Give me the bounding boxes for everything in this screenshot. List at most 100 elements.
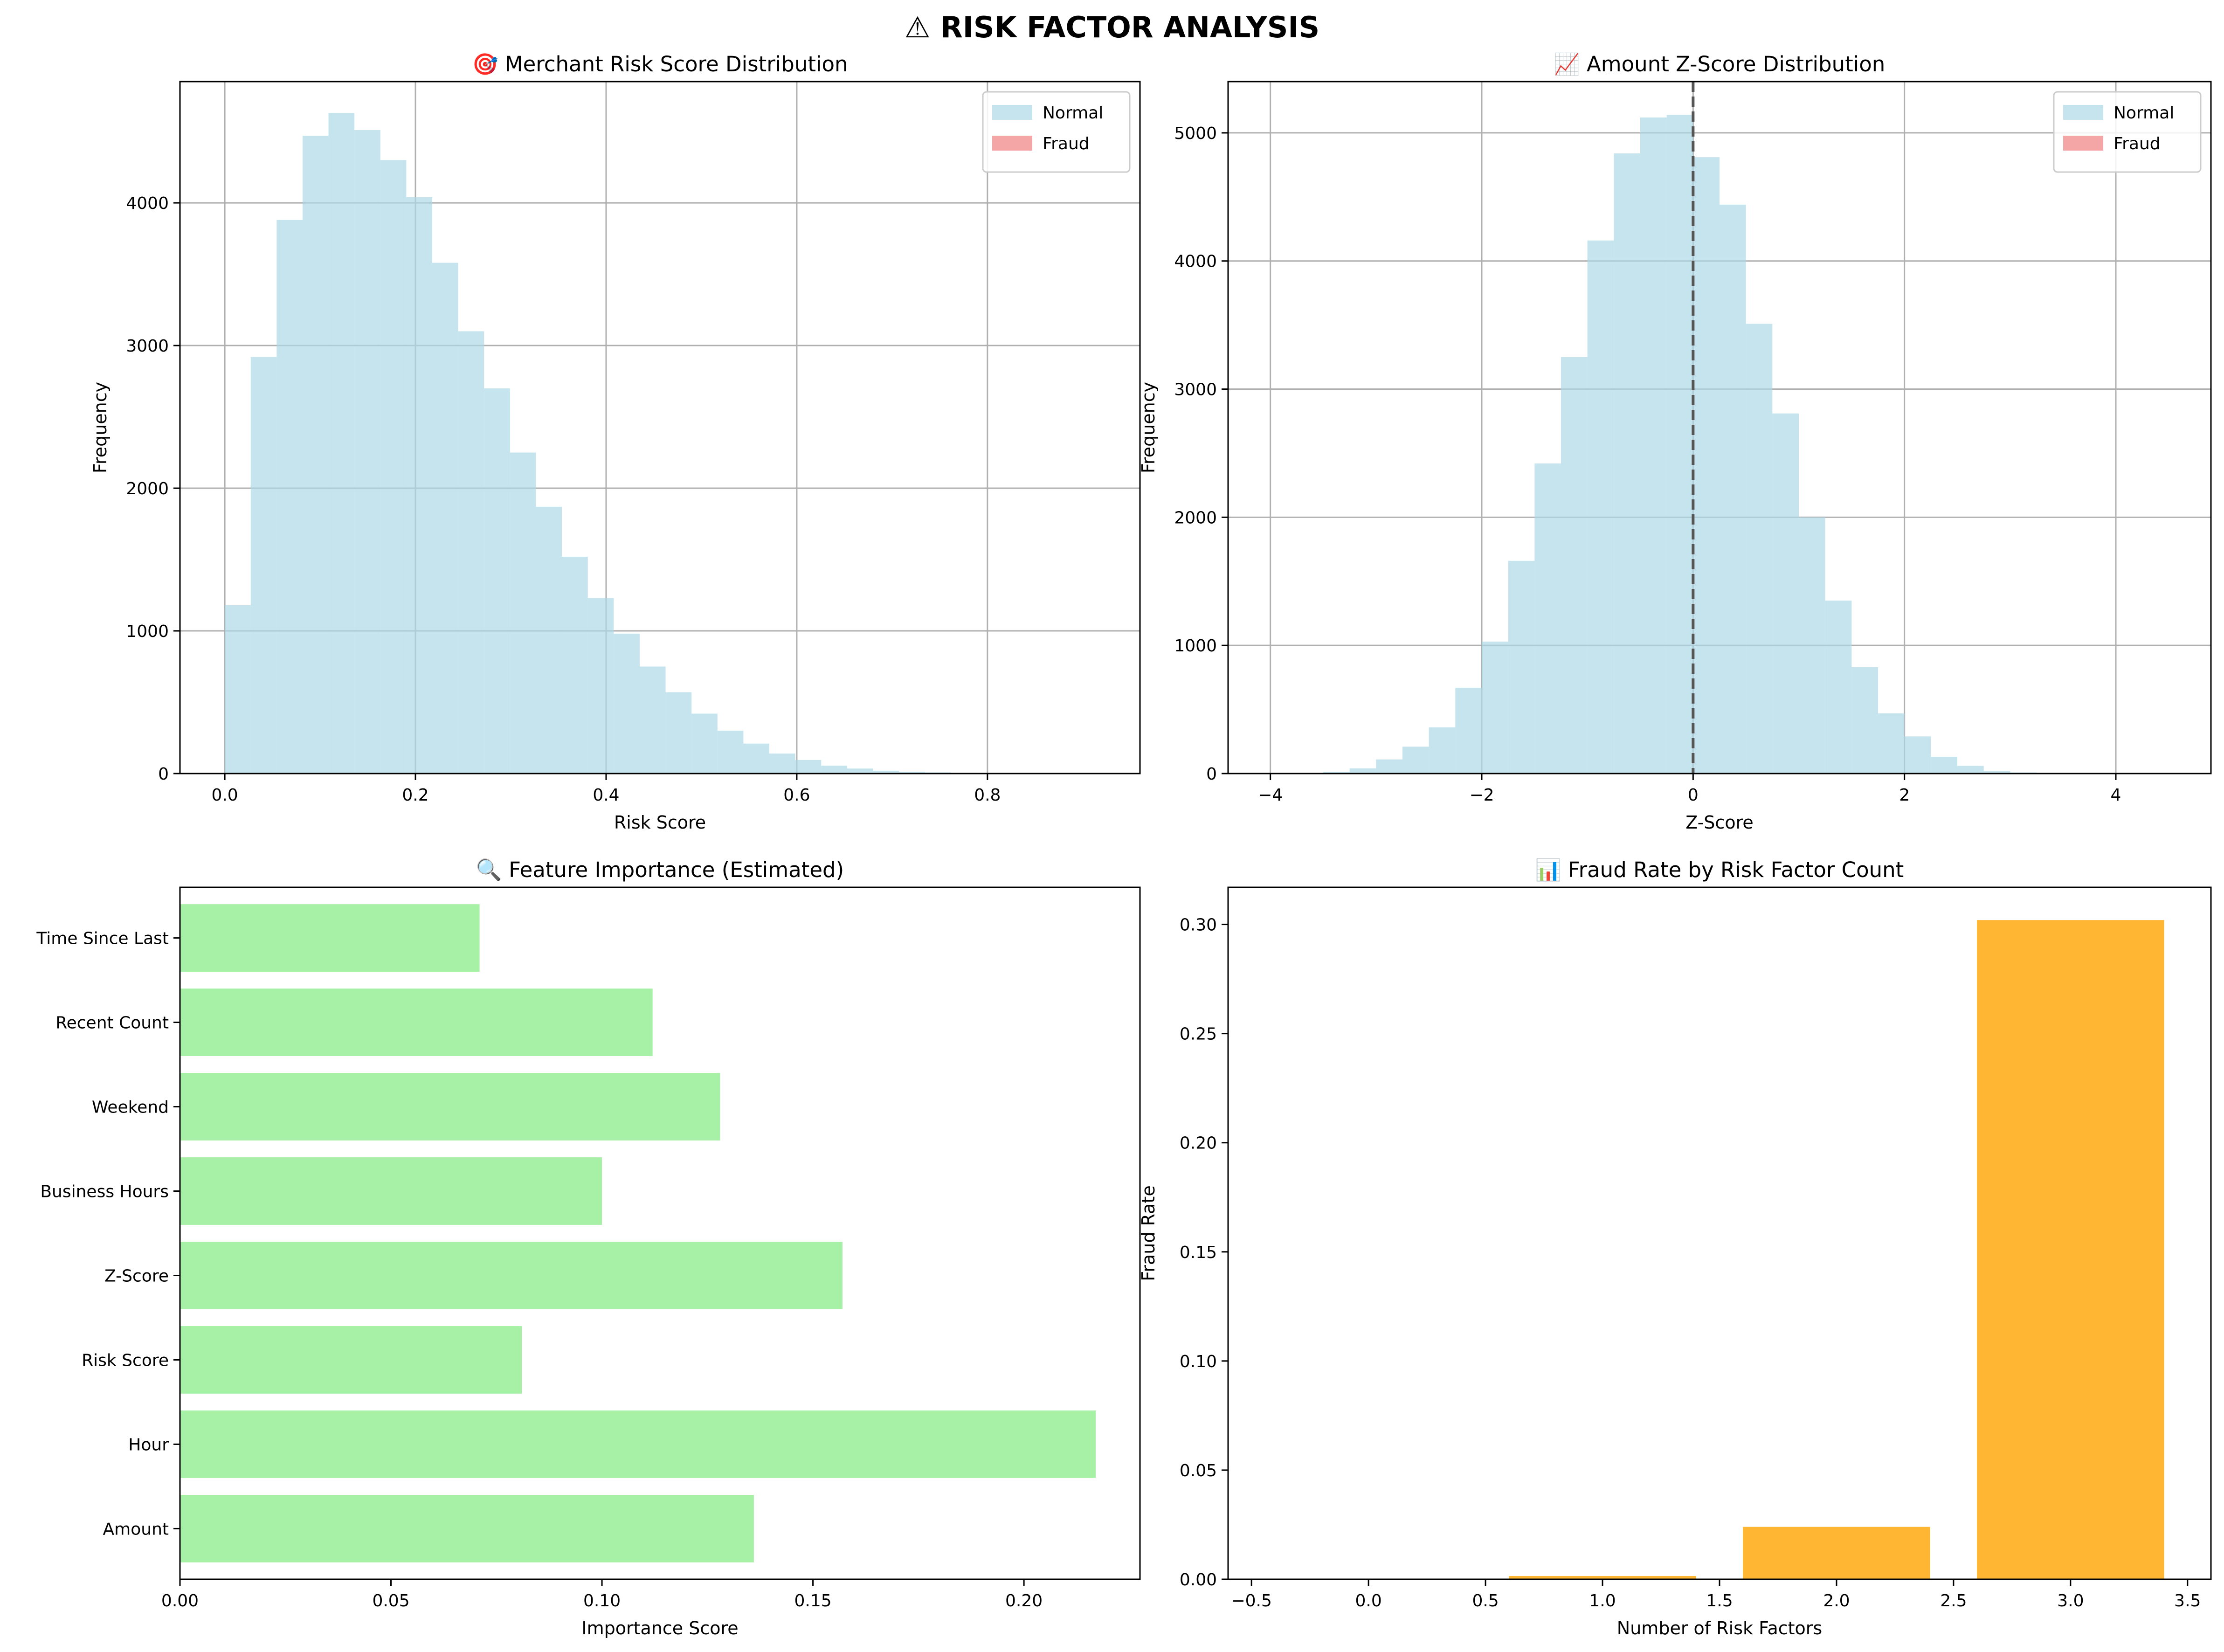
histogram-bar-normal bbox=[510, 452, 536, 774]
histogram-bar-normal bbox=[743, 743, 770, 774]
x-axis: −0.5 0.0 0.5 1.0 1.5 2.0 2.5 3.0 3.5 bbox=[1231, 1579, 2201, 1611]
x-axis-label: Importance Score bbox=[581, 1618, 738, 1638]
x-tick-label: 0.8 bbox=[974, 786, 1001, 805]
histogram-bar-normal bbox=[380, 160, 407, 774]
y-tick-label: 1000 bbox=[126, 622, 169, 641]
importance-bar bbox=[180, 988, 653, 1056]
legend-swatch-normal bbox=[2063, 105, 2103, 120]
figure-title: ⚠ RISK FACTOR ANALYSIS bbox=[904, 10, 1320, 44]
histogram-bar-normal bbox=[717, 731, 744, 774]
legend: Normal Fraud bbox=[982, 91, 1131, 173]
histogram-bar-normal bbox=[1376, 759, 1402, 774]
y-tick-label: 0.20 bbox=[1180, 1134, 1217, 1153]
histogram-bar-normal bbox=[1429, 727, 1456, 774]
histogram-bar-normal bbox=[1323, 772, 1350, 774]
x-tick-label: 0.4 bbox=[593, 786, 619, 805]
x-axis: 0.0 0.2 0.4 0.6 0.8 bbox=[211, 774, 1001, 805]
y-tick-label: 0 bbox=[1206, 765, 1217, 784]
importance-bar bbox=[180, 1157, 602, 1225]
histogram-bar-normal bbox=[847, 768, 873, 774]
histogram-bar-normal bbox=[1851, 667, 1878, 774]
histogram-bar-normal bbox=[1561, 357, 1588, 774]
y-tick-label: Business Hours bbox=[40, 1182, 169, 1202]
y-tick-label: 3000 bbox=[1174, 380, 1217, 400]
chart-merchant-risk: 0.0 0.2 0.4 0.6 0.8 0 1000 2000 3000 4000 🎯 Mercha… bbox=[90, 52, 1141, 833]
chart-feature-importance: 0.00 0.05 0.10 0.15 0.20 Amount Hour Risk Score… bbox=[36, 857, 1141, 1638]
importance-bar bbox=[180, 1073, 720, 1141]
x-tick-label: −4 bbox=[1258, 786, 1283, 805]
y-tick-label: 0.30 bbox=[1180, 916, 1217, 935]
histogram-bar-normal bbox=[562, 556, 588, 774]
x-tick-label: 0.00 bbox=[161, 1591, 199, 1611]
y-tick-label: 0.25 bbox=[1180, 1025, 1217, 1044]
histogram-bar-normal bbox=[1534, 463, 1561, 774]
chart-title: 🔍 Feature Importance (Estimated) bbox=[476, 857, 844, 882]
y-axis: 0 1000 2000 3000 4000 5000 bbox=[1174, 124, 1228, 784]
x-tick-label: 0.05 bbox=[372, 1591, 409, 1611]
histogram-bar-normal bbox=[1666, 115, 1693, 774]
y-tick-label: Weekend bbox=[92, 1098, 169, 1117]
histogram-bar-normal bbox=[1402, 747, 1429, 774]
legend: Normal Fraud bbox=[2053, 91, 2202, 173]
y-tick-label: 0 bbox=[158, 765, 169, 784]
histogram-bar-normal bbox=[276, 220, 303, 774]
y-axis-label: Fraud Rate bbox=[1138, 1185, 1159, 1281]
y-tick-label: 2000 bbox=[1174, 508, 1217, 527]
chart-amount-zscore: −4 −2 0 2 4 0 1000 2000 3000 4000 5000 📈 Amount Z-S… bbox=[1138, 52, 2212, 833]
y-axis: Amount Hour Risk Score Z-Score Business Hour… bbox=[36, 929, 180, 1539]
fraud-rate-bar bbox=[1743, 1527, 1930, 1579]
axes-frame bbox=[179, 81, 1141, 774]
x-axis: −4 −2 0 2 4 bbox=[1258, 774, 2121, 805]
x-tick-label: 0.0 bbox=[1355, 1591, 1382, 1611]
x-tick-label: 1.0 bbox=[1589, 1591, 1616, 1611]
legend-label: Normal bbox=[1043, 104, 1103, 123]
legend-swatch-fraud bbox=[2063, 136, 2103, 151]
histogram-bar-normal bbox=[899, 772, 925, 774]
histogram-bar-normal bbox=[1455, 687, 1482, 774]
x-tick-label: 4 bbox=[2111, 786, 2121, 805]
x-tick-label: 2.5 bbox=[1940, 1591, 1967, 1611]
histogram-bar-normal bbox=[1349, 768, 1376, 774]
y-tick-label: 0.10 bbox=[1180, 1352, 1217, 1371]
fraud-rate-bar bbox=[1509, 1576, 1696, 1579]
histogram-bar-normal bbox=[536, 506, 562, 774]
legend-label: Fraud bbox=[1043, 134, 1090, 153]
y-axis-label: Frequency bbox=[90, 382, 111, 473]
histogram-bar-normal bbox=[1957, 766, 1984, 774]
histogram-bar-normal bbox=[639, 666, 666, 774]
histogram-bar-normal bbox=[1825, 601, 1852, 774]
y-tick-label: 4000 bbox=[1174, 252, 1217, 271]
x-tick-label: 0.10 bbox=[583, 1591, 621, 1611]
histogram-bar-normal bbox=[1799, 517, 1825, 774]
y-tick-label: Time Since Last bbox=[36, 929, 169, 948]
y-tick-label: Z-Score bbox=[104, 1266, 169, 1286]
histogram-bar-normal bbox=[873, 770, 899, 774]
histogram-bar-normal bbox=[1878, 713, 1905, 774]
y-tick-label: 4000 bbox=[126, 194, 169, 213]
histogram-bar-normal bbox=[1508, 560, 1535, 774]
x-tick-label: 0.5 bbox=[1472, 1591, 1499, 1611]
marks bbox=[1270, 82, 2116, 774]
y-axis: 0 1000 2000 3000 4000 bbox=[126, 194, 180, 784]
histogram-bar-normal bbox=[821, 766, 847, 774]
y-tick-label: Risk Score bbox=[82, 1351, 169, 1370]
x-axis-label: Risk Score bbox=[614, 812, 706, 833]
histogram-bar-normal bbox=[1693, 157, 1720, 774]
x-tick-label: 0.0 bbox=[211, 786, 238, 805]
histogram-bar-normal bbox=[795, 760, 822, 774]
importance-bar bbox=[180, 1242, 843, 1309]
histogram-bar-normal bbox=[1772, 413, 1799, 774]
y-tick-label: Amount bbox=[103, 1520, 169, 1539]
x-axis-label: Z-Score bbox=[1685, 812, 1754, 833]
x-tick-label: 2 bbox=[1899, 786, 1910, 805]
histogram-bar-normal bbox=[1720, 204, 1746, 774]
histogram-bar-normal bbox=[225, 605, 251, 774]
x-tick-label: 3.5 bbox=[2174, 1591, 2201, 1611]
histogram-bar-normal bbox=[587, 598, 614, 774]
histogram-bar-normal bbox=[1640, 117, 1667, 774]
x-axis: 0.00 0.05 0.10 0.15 0.20 bbox=[161, 1579, 1043, 1611]
histogram-bar-normal bbox=[769, 753, 795, 774]
axes-frame bbox=[179, 886, 1141, 1580]
y-tick-label: Recent Count bbox=[55, 1014, 169, 1033]
